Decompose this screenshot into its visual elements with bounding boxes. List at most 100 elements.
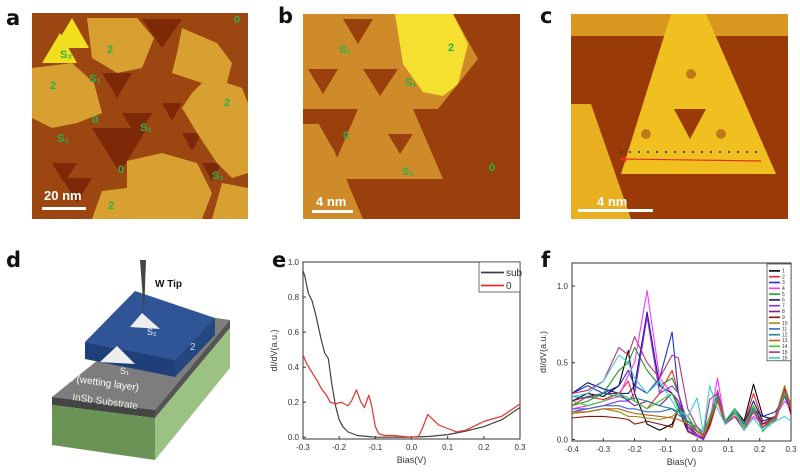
- region-label: S₂: [60, 49, 73, 61]
- stm-topography-a: [32, 13, 248, 219]
- legend-label: 5: [782, 292, 785, 298]
- legend-label: 15: [782, 350, 788, 356]
- x-tick-label: -0.4: [565, 445, 579, 454]
- triangle-s2: [130, 313, 160, 329]
- series-line-sub: [302, 270, 521, 438]
- y-tick-label: 0.4: [288, 363, 300, 372]
- legend-label: 6: [782, 298, 785, 304]
- x-tick-label: 0.2: [754, 445, 766, 454]
- region-label: 2: [108, 200, 115, 212]
- top-layer-label: 2: [190, 342, 196, 353]
- x-tick-label: -0.1: [368, 443, 382, 452]
- y-axis-label: dI/dV(a.u.): [269, 329, 279, 371]
- legend-label: 14: [782, 344, 788, 350]
- region-label: S₁: [57, 133, 69, 145]
- arrow-head-icon: [619, 156, 626, 162]
- region-label: S₁: [212, 170, 224, 182]
- region-label: 0: [92, 114, 99, 126]
- legend-label: 8: [782, 309, 785, 315]
- x-tick-label: -0.3: [596, 445, 610, 454]
- region-label: 0: [489, 162, 496, 174]
- region-label: S₁: [339, 44, 351, 56]
- x-tick-label: -0.2: [628, 445, 642, 454]
- stm-topography-c: [571, 14, 788, 219]
- legend-label: 7: [782, 303, 785, 309]
- legend-label: 10: [782, 321, 788, 327]
- region-label: 2: [448, 42, 455, 54]
- legend-box: [766, 263, 792, 362]
- y-tick-label: 0.8: [288, 293, 300, 302]
- triangle-label-s1: S₁: [120, 366, 129, 376]
- region-label: S₁: [402, 166, 414, 178]
- scale-bar: [42, 207, 86, 210]
- x-tick-label: 0.2: [478, 443, 490, 452]
- scale-bar-label: 20 nm: [44, 188, 82, 203]
- stm-image-c: 4 nm: [571, 14, 788, 219]
- scale-bar: [312, 210, 353, 213]
- substrate-front: [52, 405, 155, 460]
- x-tick-label: -0.2: [332, 443, 346, 452]
- panel-label-c: c: [540, 4, 553, 28]
- y-tick-label: 0.2: [288, 398, 300, 407]
- triangle-label-s2: S₂: [147, 327, 157, 337]
- tip-label: W Tip: [155, 279, 182, 290]
- x-tick-label: -0.3: [296, 443, 310, 452]
- scale-bar: [578, 209, 653, 212]
- stm-image-b: S₁ 2 S₁ 0 S₁ 0 4 nm: [303, 14, 520, 219]
- scan-arrow: [622, 158, 762, 162]
- legend-label: 12: [782, 332, 788, 338]
- y-tick-label: 1.0: [557, 282, 569, 291]
- legend-label: 13: [782, 338, 788, 344]
- series-line-14: [571, 392, 792, 436]
- series-line-4: [571, 290, 792, 441]
- legend-label: 16: [782, 356, 788, 362]
- region-label: S₁: [405, 77, 417, 89]
- x-tick-label: 0.0: [406, 443, 418, 452]
- panel-label-d: d: [6, 248, 22, 272]
- legend-label: 11: [782, 327, 787, 333]
- substrate-side: [155, 328, 230, 460]
- stm-topography-b: [303, 14, 520, 219]
- series-line-16: [571, 354, 792, 433]
- panel-label-f: f: [541, 248, 551, 272]
- panel-label-a: a: [6, 6, 21, 30]
- legend-label: 3: [782, 280, 785, 286]
- x-tick-label: 0.3: [514, 443, 526, 452]
- series-line-0: [302, 354, 521, 438]
- legend-label: 2: [782, 274, 785, 280]
- measurement-points: [620, 151, 757, 153]
- x-tick-label: 0.3: [785, 445, 797, 454]
- y-tick-label: 1.0: [288, 258, 300, 267]
- y-tick-label: 0.0: [288, 433, 300, 442]
- chart-f: -0.4 -0.3 -0.2 -0.1 0.0 0.1 0.2 0.3 0.0 0.5 1.0 Bia…: [540, 262, 797, 467]
- triangle-s1: [100, 346, 135, 364]
- x-tick-label: 0.1: [723, 445, 735, 454]
- region-label: 2: [50, 80, 57, 92]
- y-tick-label: 0.5: [557, 359, 569, 368]
- panel-label-e: e: [272, 248, 287, 272]
- legend-label: 0: [506, 281, 512, 292]
- region-label: 2: [107, 44, 114, 56]
- legend-label: sub: [506, 268, 523, 279]
- y-tick-label: 0.6: [288, 328, 300, 337]
- x-tick-label: -0.1: [659, 445, 673, 454]
- series-line-15: [571, 336, 792, 436]
- legend-box: [478, 261, 521, 293]
- x-tick-label: 0.1: [442, 443, 454, 452]
- region-label: 0: [343, 130, 350, 142]
- device-schematic: W Tip S₂ S₁ 2 0 (wetting layer) InSb Sub…: [52, 260, 230, 460]
- y-axis-label: dI/dV(a.u.): [540, 331, 548, 373]
- region-label: S₁: [89, 73, 101, 85]
- legend-label: 9: [782, 315, 785, 321]
- region-label: 0: [118, 164, 125, 176]
- y-tick-label: 0.0: [557, 435, 569, 444]
- w-tip-icon: [140, 260, 146, 314]
- legend-label: 4: [782, 286, 785, 292]
- region-label: 0: [234, 14, 241, 26]
- chart-e: -0.3 -0.2 -0.1 0.0 0.1 0.2 0.3 0.0 0.2 0.4 0.6 0.8 1…: [269, 258, 526, 465]
- legend-label: 1: [782, 269, 785, 275]
- region-label: S₁: [140, 122, 152, 134]
- x-axis-label: Bias(V): [667, 457, 697, 467]
- x-axis-label: Bias(V): [397, 455, 427, 465]
- region-label: 2: [224, 97, 231, 109]
